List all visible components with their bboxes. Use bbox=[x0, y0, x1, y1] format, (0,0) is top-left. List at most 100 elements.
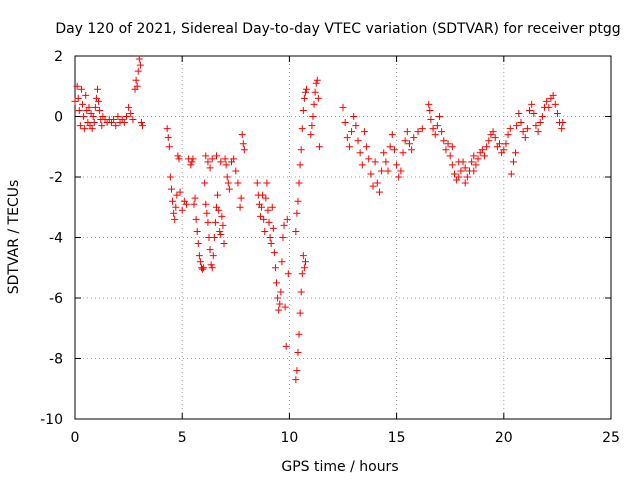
data-point bbox=[435, 113, 443, 120]
data-point bbox=[96, 106, 104, 114]
data-point bbox=[137, 119, 145, 127]
data-point bbox=[472, 161, 480, 169]
data-point bbox=[110, 116, 118, 124]
data-point bbox=[194, 240, 202, 248]
data-point bbox=[267, 240, 275, 248]
data-point bbox=[308, 122, 316, 130]
data-point bbox=[265, 218, 273, 226]
data-point bbox=[71, 97, 79, 105]
data-point bbox=[139, 122, 147, 130]
data-point bbox=[375, 188, 383, 196]
data-point bbox=[208, 155, 216, 163]
data-point bbox=[519, 128, 527, 136]
data-point bbox=[352, 122, 360, 130]
data-point bbox=[173, 191, 181, 199]
data-point bbox=[85, 103, 93, 111]
data-point bbox=[559, 119, 567, 127]
data-point bbox=[345, 143, 353, 151]
data-point bbox=[558, 125, 566, 133]
data-point bbox=[496, 140, 504, 148]
x-tick-label: 20 bbox=[495, 430, 513, 446]
y-tick-label: 2 bbox=[54, 49, 63, 65]
data-point bbox=[278, 258, 286, 266]
data-point bbox=[217, 230, 225, 238]
data-point bbox=[363, 143, 371, 151]
data-point bbox=[373, 179, 381, 187]
data-point bbox=[88, 125, 96, 133]
data-point bbox=[478, 146, 486, 154]
data-point bbox=[271, 264, 279, 272]
data-point bbox=[216, 227, 224, 235]
data-point bbox=[314, 94, 322, 102]
data-point bbox=[204, 158, 212, 166]
data-point bbox=[502, 140, 510, 148]
data-point bbox=[298, 125, 306, 133]
data-point bbox=[403, 128, 411, 136]
y-tick-labels: -10 -8 -6 -4 -2 0 2 bbox=[40, 49, 63, 428]
data-point bbox=[534, 128, 542, 136]
data-point bbox=[234, 179, 242, 187]
data-point bbox=[300, 94, 308, 102]
data-point bbox=[190, 200, 198, 208]
data-point bbox=[292, 376, 300, 384]
data-point bbox=[276, 300, 284, 308]
data-point bbox=[296, 161, 304, 169]
data-point bbox=[380, 149, 388, 157]
data-point bbox=[76, 122, 84, 130]
data-point bbox=[169, 197, 177, 205]
data-point bbox=[303, 85, 311, 93]
data-point bbox=[220, 240, 228, 248]
data-point bbox=[301, 258, 309, 266]
data-point bbox=[468, 158, 476, 166]
data-point bbox=[240, 146, 248, 154]
data-point bbox=[538, 113, 546, 120]
data-point bbox=[358, 161, 366, 169]
data-points bbox=[71, 55, 567, 384]
data-point bbox=[89, 113, 97, 120]
data-point bbox=[483, 143, 491, 151]
data-point bbox=[433, 122, 441, 130]
data-point bbox=[129, 116, 137, 124]
data-point bbox=[307, 131, 315, 139]
data-point bbox=[418, 125, 426, 133]
data-point bbox=[268, 203, 276, 211]
data-point bbox=[81, 125, 89, 133]
data-point bbox=[90, 119, 98, 127]
data-point bbox=[214, 191, 222, 199]
data-point bbox=[206, 246, 214, 254]
data-point bbox=[208, 264, 216, 272]
data-point bbox=[426, 106, 434, 114]
data-point bbox=[294, 348, 302, 356]
data-point bbox=[427, 116, 435, 124]
data-point bbox=[378, 167, 386, 175]
data-point bbox=[545, 103, 553, 111]
data-point bbox=[223, 173, 231, 181]
data-point bbox=[461, 164, 469, 172]
data-point bbox=[450, 170, 458, 178]
data-point bbox=[513, 122, 521, 130]
data-point bbox=[299, 252, 307, 260]
data-point bbox=[393, 161, 401, 169]
data-point bbox=[258, 203, 266, 211]
data-point bbox=[310, 100, 318, 108]
data-point bbox=[91, 103, 99, 111]
data-point bbox=[238, 131, 246, 139]
data-point bbox=[414, 128, 422, 136]
y-tick-label: -2 bbox=[49, 170, 63, 186]
data-point bbox=[135, 55, 143, 63]
data-point bbox=[295, 179, 303, 187]
chart-title: Day 120 of 2021, Sidereal Day-to-day VTE… bbox=[55, 21, 620, 37]
data-point bbox=[399, 149, 407, 157]
data-point bbox=[136, 61, 144, 69]
data-point bbox=[553, 109, 561, 117]
data-point bbox=[339, 103, 347, 111]
data-point bbox=[218, 212, 226, 220]
data-point bbox=[382, 158, 390, 166]
data-point bbox=[457, 167, 465, 175]
data-point bbox=[262, 194, 270, 202]
data-point bbox=[438, 128, 446, 136]
x-tick-label: 5 bbox=[178, 430, 187, 446]
data-point bbox=[202, 200, 210, 208]
data-point bbox=[401, 137, 409, 145]
